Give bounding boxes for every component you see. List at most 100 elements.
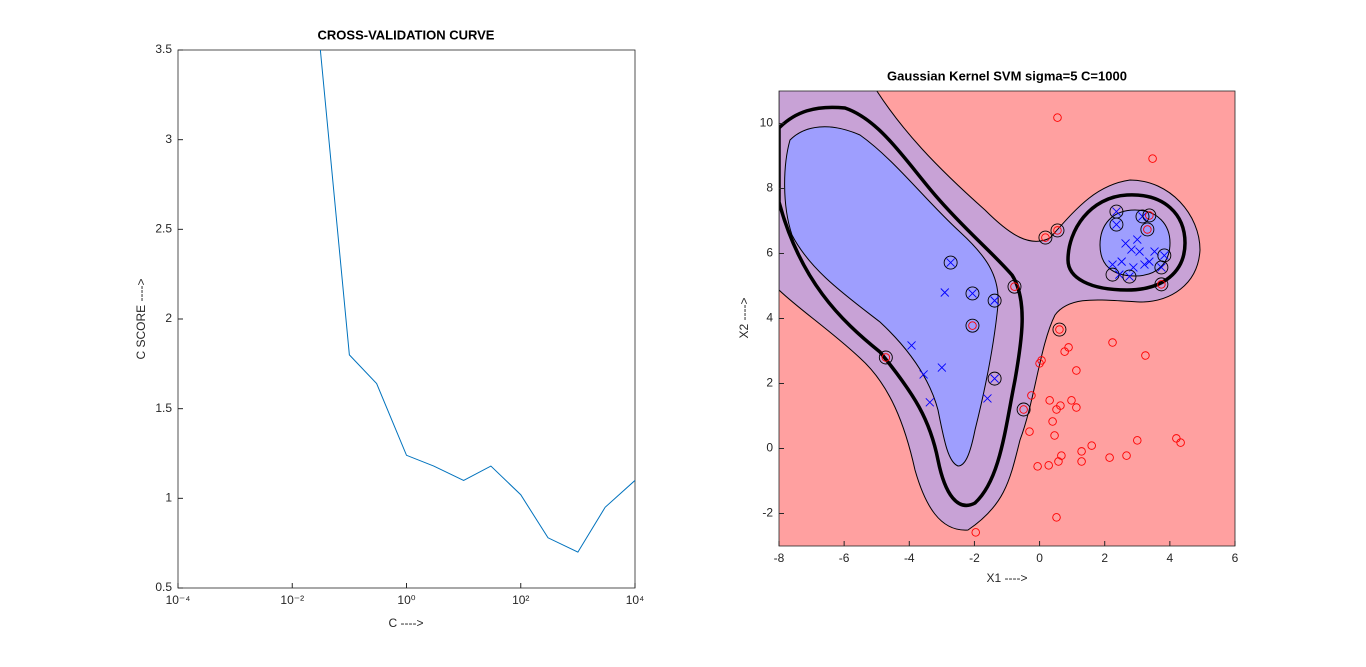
cross-point xyxy=(990,374,999,383)
circle-point xyxy=(1087,441,1096,450)
y-tick-label: 3.5 xyxy=(155,42,172,56)
support-vector xyxy=(1052,322,1067,337)
y-tick-label: 0.5 xyxy=(155,580,172,594)
y-tick-label: 10 xyxy=(760,116,774,130)
cross-point xyxy=(1150,247,1159,256)
circle-point xyxy=(1108,338,1117,347)
y-tick-label: 4 xyxy=(766,311,773,325)
circle-point xyxy=(1054,457,1063,466)
x-tick-label: 10⁻² xyxy=(280,593,304,607)
cross-point xyxy=(1108,260,1117,269)
cross-point xyxy=(1145,257,1154,266)
circle-point xyxy=(1053,226,1062,235)
cross-point xyxy=(1112,207,1121,216)
axes-box xyxy=(177,49,636,589)
support-vector xyxy=(965,318,980,333)
circle-point xyxy=(1176,438,1185,447)
support-vector xyxy=(1142,208,1157,223)
cross-point xyxy=(919,370,928,379)
x-tick-label: -8 xyxy=(774,551,785,565)
cross-point xyxy=(1112,220,1121,229)
circle-point xyxy=(1105,453,1114,462)
x-tick-label: 2 xyxy=(1101,551,1108,565)
circle-point xyxy=(1145,211,1154,220)
x-axis-label: X1 ----> xyxy=(986,571,1027,585)
circle-point xyxy=(968,321,977,330)
support-vector xyxy=(1140,222,1155,237)
cross-point xyxy=(1117,257,1126,266)
x-axis-label: C ----> xyxy=(389,616,424,630)
y-tick-label: 1 xyxy=(165,491,172,505)
decision-regions xyxy=(779,91,1235,546)
positive-region xyxy=(784,126,999,467)
cross-point xyxy=(925,398,935,407)
support-vector xyxy=(1016,402,1031,417)
support-vector xyxy=(1038,230,1053,245)
support-vector xyxy=(1157,248,1172,263)
circle-point xyxy=(1157,280,1166,289)
x-tick-label: -4 xyxy=(904,551,915,565)
support-vector xyxy=(878,350,893,365)
y-tick-label: -2 xyxy=(762,506,773,520)
circle-point xyxy=(881,353,891,362)
circle-point xyxy=(1050,431,1059,440)
circle-point xyxy=(1055,325,1064,334)
circle-point xyxy=(1041,233,1050,242)
chart-title: CROSS-VALIDATION CURVE xyxy=(318,27,495,42)
support-vector xyxy=(987,371,1002,386)
y-tick-label: 2 xyxy=(165,311,172,325)
support-vector xyxy=(1109,204,1124,219)
cross-point xyxy=(1132,235,1142,244)
y-tick-label: 2 xyxy=(766,376,773,390)
plot-area xyxy=(878,113,1185,537)
circle-point xyxy=(1060,347,1069,356)
circle-point xyxy=(1027,391,1036,400)
positive-region xyxy=(1099,209,1171,277)
cross-point xyxy=(990,296,999,305)
y-tick-label: 2.5 xyxy=(155,222,172,236)
support-vector xyxy=(1154,277,1169,292)
circle-point xyxy=(1025,427,1034,436)
cross-point xyxy=(940,288,950,297)
x-tick-label: 0 xyxy=(1036,551,1043,565)
support-vector xyxy=(1050,223,1065,238)
circle-point xyxy=(1133,436,1142,445)
y-tick-label: 0 xyxy=(766,441,773,455)
cross-point xyxy=(1135,247,1144,256)
support-vector xyxy=(965,286,980,301)
circle-point xyxy=(1053,113,1062,122)
support-vector xyxy=(1122,269,1137,284)
cross-point xyxy=(1157,263,1166,272)
circle-point xyxy=(1052,513,1061,522)
circle-point xyxy=(1077,447,1086,456)
circle-point xyxy=(1035,359,1044,368)
support-vector xyxy=(1105,267,1120,282)
circle-point xyxy=(1122,451,1131,460)
circle-point xyxy=(1045,396,1054,405)
y-axis-label: X2 ----> xyxy=(737,297,751,338)
y-tick-label: 3 xyxy=(165,132,172,146)
support-vector xyxy=(1135,209,1150,224)
circle-point xyxy=(1067,396,1076,405)
circle-point xyxy=(1048,417,1057,426)
circle-point xyxy=(1033,462,1042,471)
plot-area xyxy=(319,50,635,553)
cross-point xyxy=(1140,260,1149,269)
x-tick-label: 10² xyxy=(512,593,529,607)
x-tick-label: 6 xyxy=(1232,551,1239,565)
circle-point xyxy=(1052,405,1061,414)
cross-point xyxy=(907,341,916,350)
support-vector xyxy=(1007,279,1022,294)
circle-point xyxy=(1072,403,1081,412)
x-tick-label: 4 xyxy=(1167,551,1174,565)
x-tick-label: -2 xyxy=(969,551,980,565)
circle-point xyxy=(1072,366,1081,375)
circle-point xyxy=(1037,356,1046,365)
x-tick-label: 10⁻⁴ xyxy=(166,593,191,607)
circle-point xyxy=(1019,405,1028,414)
support-vector xyxy=(987,293,1002,308)
chart-title: Gaussian Kernel SVM sigma=5 C=1000 xyxy=(887,68,1127,83)
y-axis-label: C SCORE ----> xyxy=(134,279,148,360)
